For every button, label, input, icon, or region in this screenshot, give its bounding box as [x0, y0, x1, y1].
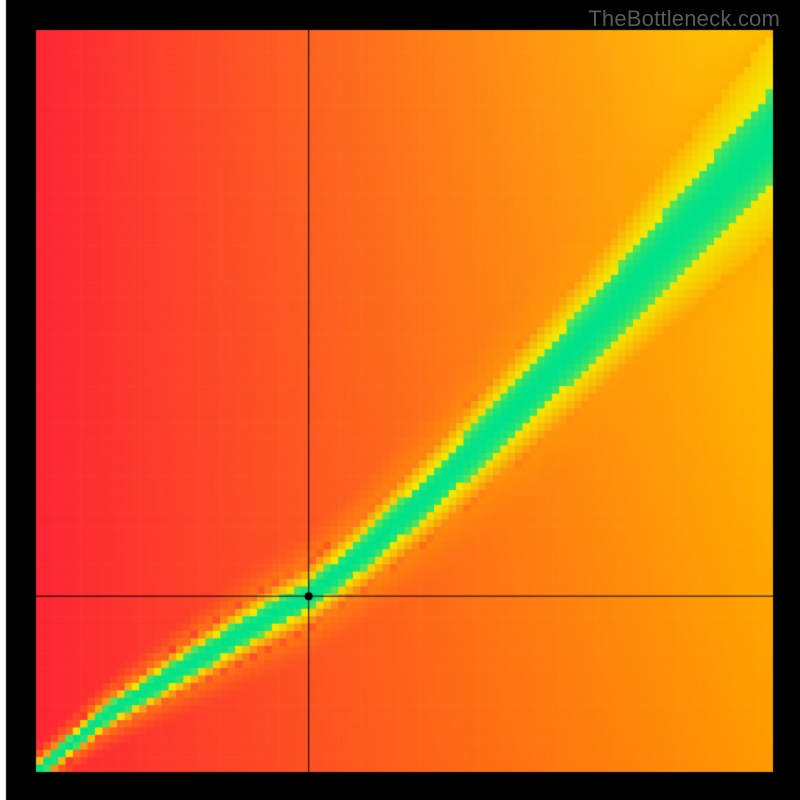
chart-container: TheBottleneck.com: [0, 0, 800, 800]
watermark-text: TheBottleneck.com: [588, 6, 780, 32]
heatmap-canvas: [0, 0, 800, 800]
